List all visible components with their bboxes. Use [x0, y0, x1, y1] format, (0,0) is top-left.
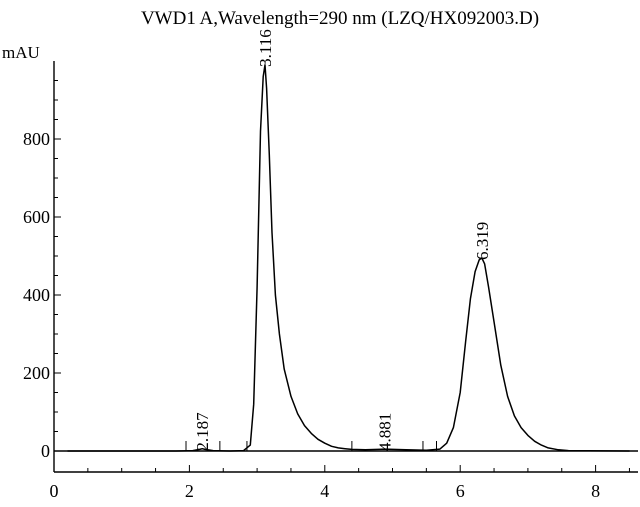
peak-labels: 2.187 3.116 4.881 6.319	[193, 29, 492, 451]
peak-label: 4.881	[375, 413, 394, 451]
axes: 0 200 400 600 800 0 2 4 6 8	[23, 61, 638, 501]
y-axis-unit-label: mAU	[2, 43, 40, 62]
x-tick-label: 6	[456, 481, 465, 501]
y-tick-label: 400	[23, 285, 50, 305]
peak-label: 3.116	[256, 29, 275, 67]
y-tick-label: 800	[23, 129, 50, 149]
y-tick-label: 0	[41, 441, 50, 461]
chart-title: VWD1 A,Wavelength=290 nm (LZQ/HX092003.D…	[141, 8, 539, 29]
x-tick-label: 4	[320, 481, 329, 501]
y-tick-label: 600	[23, 207, 50, 227]
peak-label: 2.187	[193, 412, 212, 451]
y-tick-label: 200	[23, 363, 50, 383]
x-tick-label: 8	[591, 481, 600, 501]
signal-trace-line	[67, 64, 630, 452]
plot-area	[67, 64, 630, 452]
peak-label: 6.319	[473, 222, 492, 260]
x-tick-label: 0	[50, 481, 59, 501]
x-tick-label: 2	[185, 481, 194, 501]
